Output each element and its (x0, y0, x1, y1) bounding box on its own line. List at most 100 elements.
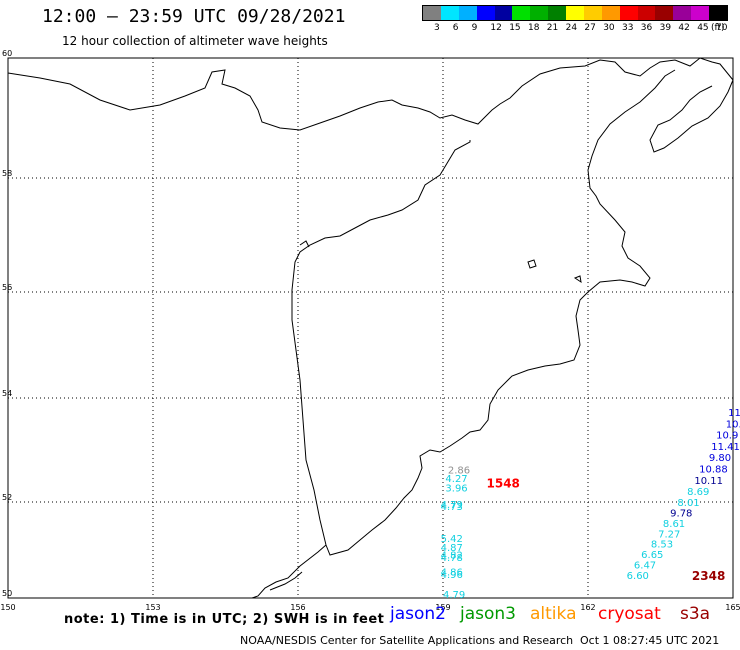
longitude-label: 153 (145, 603, 160, 612)
latitude-label: 54 (2, 389, 12, 398)
legend-swatch (512, 6, 531, 20)
legend-label: 15 (509, 23, 521, 33)
legend-swatch (548, 6, 566, 20)
legend-swatch (423, 6, 441, 20)
legend-label: 21 (546, 23, 559, 33)
wave-height-reading: 6.47 (634, 561, 656, 572)
wave-height-reading: 4.73 (441, 502, 463, 513)
legend-swatch (583, 6, 602, 20)
legend-label: 42 (678, 23, 690, 33)
wave-height-reading: 5.42 (441, 534, 463, 545)
wave-height-reading: 4.96 (441, 570, 463, 581)
small-islands (299, 240, 582, 284)
wave-height-reading: 9.80 (709, 453, 731, 464)
wave-height-reading: 10.88 (699, 464, 728, 475)
footer-credit: NOAA/NESDIS Center for Satellite Applica… (240, 634, 574, 647)
latitude-label: 52 (2, 493, 12, 502)
legend-unit: (ft) (711, 23, 725, 33)
wave-height-reading: 8.61 (663, 519, 685, 530)
legend-label: 18 (528, 23, 540, 33)
legend-label: 12 (490, 23, 502, 33)
legend-swatch (709, 6, 727, 20)
legend-label: 36 (640, 23, 653, 33)
legend-label: 70 (716, 23, 728, 33)
legend-label: 27 (584, 23, 596, 33)
wave-height-reading: 11 (728, 408, 740, 419)
wave-height-reading: 9.78 (670, 508, 692, 519)
legend-labels: 3 6 9 12 15 18 21 24 27 30 33 36 39 42 45 70 (ft) (422, 21, 732, 35)
footer-note: note: 1) Time is in UTC; 2) SWH is in fe… (64, 612, 385, 627)
satellite-label-s3a: s3a (680, 604, 711, 624)
wave-height-reading: 11.41 (711, 442, 740, 453)
satellite-label-jason3: jason3 (460, 604, 516, 624)
latitude-label: 50 (2, 589, 12, 598)
legend-swatch (619, 6, 638, 20)
kuril-islands (251, 544, 327, 599)
legend-swatch (530, 6, 549, 20)
wave-height-reading: 10.9 (716, 431, 738, 442)
satellite-label-altika: altika (530, 604, 577, 624)
pass-time-stamps: 1548 2348 (487, 476, 726, 582)
legend-color-bar (422, 5, 728, 21)
color-legend: 3 6 9 12 15 18 21 24 27 30 33 36 39 42 45 70 (ft) (422, 5, 732, 37)
legend-swatch (566, 6, 584, 20)
wave-height-reading: 10.11 (694, 476, 723, 487)
wave-height-reading: 10. (726, 420, 740, 431)
legend-label: 45 (697, 23, 709, 33)
wave-height-reading: 8.01 (677, 498, 699, 509)
wave-height-reading: 7.27 (658, 530, 680, 541)
legend-swatch (601, 6, 620, 20)
legend-label: 30 (603, 23, 615, 33)
legend-label: 3 (434, 23, 440, 33)
east-coast (649, 79, 734, 153)
map-subtitle: 12 hour collection of altimeter wave hei… (62, 34, 328, 48)
wave-height-reading: 4.82 (441, 551, 463, 562)
legend-swatch (476, 6, 495, 20)
footer-timestamp: Oct 1 08:27:45 UTC 2021 (580, 634, 720, 647)
wave-height-reading: 4.87 (441, 543, 463, 554)
map-grid: 150 153 156 159 162 165 60 58 56 54 52 50 (0, 49, 740, 612)
wave-height-reading: 4.79 (441, 500, 463, 511)
wave-height-reading: 4.79 (443, 590, 465, 601)
wave-height-reading: 8.69 (687, 487, 709, 498)
west-coast (291, 69, 676, 556)
longitude-label: 156 (290, 603, 305, 612)
pass-time-stamp: 1548 (487, 476, 520, 490)
longitude-label: 159 (435, 603, 450, 612)
legend-label: 9 (471, 23, 478, 33)
legend-label: 6 (452, 23, 459, 33)
legend-label: 39 (659, 23, 672, 33)
legend-label: 33 (622, 23, 634, 33)
legend-swatch (637, 6, 656, 20)
legend-swatch (655, 6, 674, 20)
wave-height-reading: 4.86 (441, 567, 463, 578)
legend-swatch (691, 6, 709, 20)
longitude-label: 165 (725, 603, 740, 612)
legend-swatch (458, 6, 477, 20)
pass-time-stamp: 2348 (692, 569, 725, 583)
longitude-label: 162 (580, 603, 595, 612)
satellite-label-jason2: jason2 (390, 604, 446, 624)
latitude-label: 60 (2, 49, 12, 58)
map-frame (7, 57, 734, 599)
wave-height-reading: 4.78 (441, 553, 463, 564)
wave-height-readings: 2.864.273.964.794.735.424.874.824.784.86… (441, 408, 740, 601)
wave-height-reading: 3.96 (445, 484, 467, 495)
map-title: 12:00 – 23:59 UTC 09/28/2021 (42, 6, 346, 27)
coastline (7, 57, 734, 599)
wave-height-reading: 8.53 (651, 540, 673, 551)
kamchatka-coastline (7, 57, 734, 131)
legend-swatch (494, 6, 513, 20)
longitude-label: 150 (0, 603, 15, 612)
legend-swatch (673, 6, 692, 20)
latitude-label: 56 (2, 283, 12, 292)
wave-height-reading: 6.60 (627, 571, 649, 582)
satellite-label-cryosat: cryosat (598, 604, 661, 624)
legend-label: 24 (565, 23, 578, 33)
legend-swatch (440, 6, 459, 20)
wave-height-reading: 2.86 (448, 465, 470, 476)
latitude-label: 58 (2, 169, 12, 178)
wave-height-reading: 4.27 (445, 474, 467, 485)
wave-height-reading: 6.65 (641, 550, 663, 561)
